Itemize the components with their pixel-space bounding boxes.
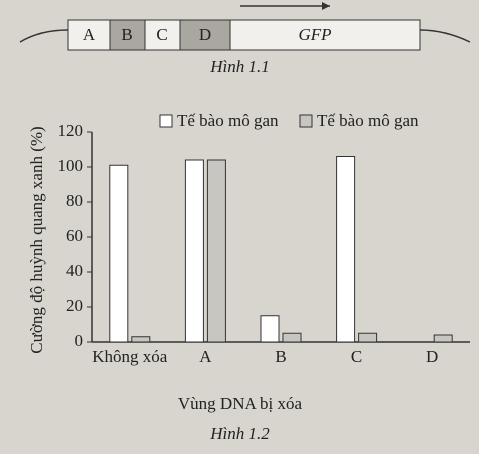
y-axis-label: Cường độ huỳnh quang xanh (%) (27, 126, 46, 353)
legend-swatch (159, 114, 173, 128)
bar (336, 156, 356, 343)
segment (144, 19, 181, 51)
segment-label: B (121, 25, 132, 44)
y-tick-label: 40 (66, 261, 83, 280)
y-tick-label: 0 (75, 331, 84, 350)
caption: Hình 1.2 (209, 424, 270, 443)
bar (358, 332, 378, 343)
segment-label: C (156, 25, 167, 44)
caption: Hình 1.1 (209, 57, 270, 76)
segment-label: D (199, 25, 211, 44)
x-tick-label: D (426, 347, 438, 366)
legend-swatch (299, 114, 313, 128)
y-tick-label: 60 (66, 226, 83, 245)
segment (179, 19, 231, 51)
x-tick-label: C (351, 347, 362, 366)
bar (433, 334, 453, 343)
dna-strand (19, 29, 471, 43)
y-tick-label: 100 (58, 156, 84, 175)
y-tick-label: 120 (58, 121, 84, 140)
x-tick-label: B (275, 347, 286, 366)
bar (109, 164, 129, 343)
bar (184, 159, 204, 343)
segment-label: A (83, 25, 96, 44)
segment (109, 19, 146, 51)
bar (131, 336, 151, 343)
bar (260, 315, 280, 343)
legend-label: Tế bào mô gan (177, 111, 279, 130)
y-tick-label: 80 (66, 191, 83, 210)
arrow-head (322, 2, 330, 10)
x-tick-label: A (199, 347, 212, 366)
legend-label: Tế bào mô gan (317, 111, 419, 130)
bar (206, 159, 226, 343)
x-axis-label: Vùng DNA bị xóa (178, 394, 303, 413)
bar (282, 332, 302, 343)
segment-label: GFP (298, 25, 331, 44)
y-tick-label: 20 (66, 296, 83, 315)
x-tick-label: Không xóa (92, 347, 168, 366)
